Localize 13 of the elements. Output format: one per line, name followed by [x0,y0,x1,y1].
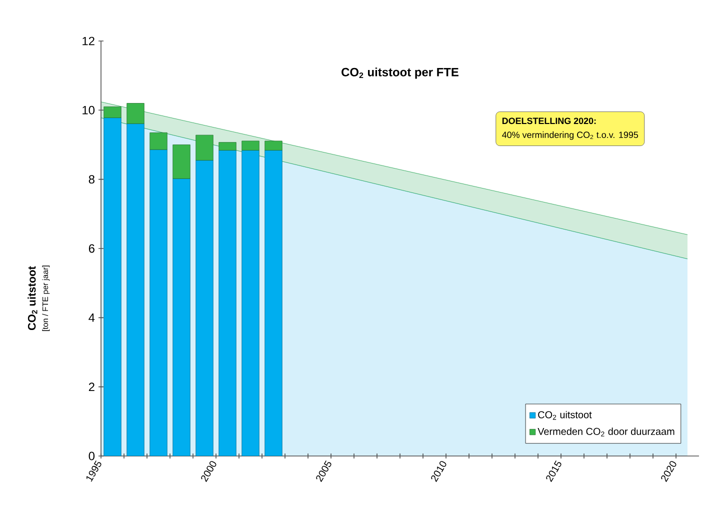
y-tick-label: 12 [82,36,94,46]
y-tick-label: 6 [88,244,94,253]
y-axis-title: CO$_{2}$ uitstoot [28,266,38,330]
text: CO$_{2}$ uitstoot per FTE [342,68,458,79]
legend-label: CO$_{2}$ uitstoot [538,410,592,420]
y-tick-label: 2 [88,382,94,392]
annotation: 40% vermindering CO$_{2}$ t.o.v. 1995 [502,131,638,140]
y-tick-label: 10 [82,106,95,114]
legend-label: Vermeden CO$_{2}$ door duurzaam [538,428,674,436]
annotation: DOELSTELLING 2020: [502,118,596,124]
y-tick-label: 0 [88,452,95,460]
y-tick-label: 8 [88,175,94,184]
y-tick-label: 4 [88,314,95,322]
